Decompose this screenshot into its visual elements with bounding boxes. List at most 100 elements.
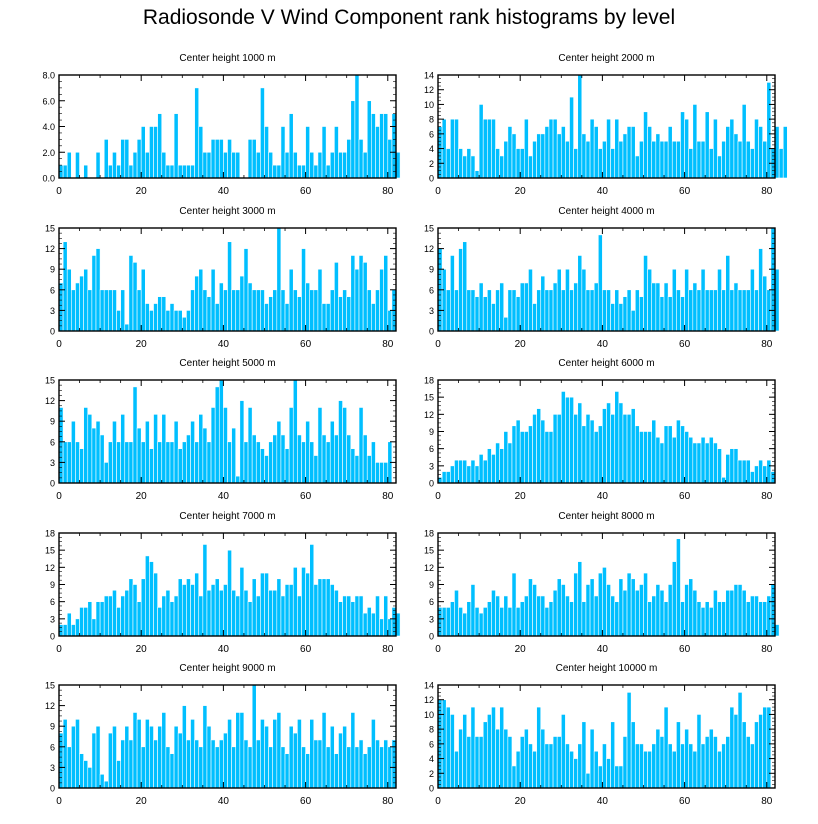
y-tick-label: 0.0 — [42, 174, 55, 184]
histogram-bar — [198, 268, 204, 332]
histogram-bar — [375, 289, 380, 332]
histogram-bar — [544, 126, 550, 179]
histogram-bar — [532, 303, 537, 332]
histogram-bar — [454, 459, 459, 484]
histogram-bar — [280, 434, 286, 484]
histogram-bar — [297, 434, 302, 484]
histogram-bar — [116, 310, 121, 332]
histogram-bar — [62, 241, 68, 332]
histogram-bar — [659, 296, 665, 332]
histogram-bar — [366, 100, 372, 179]
y-tick-label: 0 — [429, 479, 434, 489]
histogram-bar — [71, 420, 76, 484]
histogram-bar — [507, 289, 513, 332]
histogram-bar — [737, 459, 743, 484]
histogram-bar — [560, 391, 566, 484]
histogram-bar — [503, 595, 509, 637]
histogram-bar — [495, 728, 500, 789]
histogram-bar — [729, 706, 735, 789]
histogram-bar — [688, 148, 694, 179]
y-tick-label: 15 — [45, 376, 55, 386]
y-tick-label: 3 — [50, 763, 55, 773]
histogram-bar — [218, 379, 224, 484]
histogram-bar — [62, 624, 68, 637]
histogram-bar — [284, 448, 290, 484]
histogram-bar — [454, 589, 459, 637]
histogram-bar — [651, 140, 657, 179]
histogram-bar — [235, 475, 241, 484]
histogram-bar — [165, 310, 171, 332]
histogram-bar — [83, 164, 89, 179]
y-tick-label: 0 — [50, 784, 55, 794]
histogram-bar — [358, 407, 364, 484]
y-tick-label: 8 — [429, 725, 434, 735]
histogram-bar — [145, 420, 150, 484]
histogram-bar — [478, 736, 484, 789]
histogram-bar — [577, 561, 583, 637]
histogram-bar — [708, 148, 714, 179]
y-tick-label: 0 — [50, 327, 55, 337]
histogram-bar — [334, 434, 339, 484]
histogram-bar — [630, 310, 636, 332]
histogram-bar — [387, 310, 393, 332]
histogram-bar — [268, 441, 274, 484]
histogram-bar — [301, 164, 306, 179]
histogram-bar — [329, 725, 335, 789]
histogram-bar — [149, 126, 154, 179]
histogram-bar — [309, 289, 315, 332]
histogram-bar — [198, 746, 204, 789]
histogram-bar — [305, 753, 310, 789]
histogram-bar — [173, 113, 179, 179]
histogram-bar — [325, 578, 331, 637]
y-tick-label: 15 — [424, 224, 434, 234]
histogram-bar — [379, 618, 384, 637]
histogram-bar — [181, 705, 187, 789]
histogram-bar — [358, 595, 364, 637]
histogram-bar — [251, 139, 257, 179]
histogram-bar — [536, 595, 542, 637]
histogram-bar — [589, 728, 595, 789]
histogram-bar — [528, 155, 533, 179]
histogram-bar — [565, 595, 570, 637]
histogram-bar — [569, 396, 574, 484]
histogram-bar — [692, 589, 698, 637]
histogram-bar — [729, 448, 735, 484]
histogram-bar — [223, 407, 228, 484]
histogram-bar — [202, 289, 208, 332]
histogram-bar — [671, 436, 677, 484]
histogram-bar — [556, 268, 562, 332]
histogram-bar — [321, 578, 327, 637]
histogram-bar — [276, 712, 282, 789]
y-tick-label: 9 — [429, 427, 434, 437]
histogram-bar — [585, 584, 591, 637]
histogram-bar — [260, 719, 265, 789]
histogram-bar — [284, 584, 290, 637]
histogram-bar — [231, 746, 237, 789]
histogram-bar — [750, 148, 755, 179]
histogram-bar — [112, 725, 117, 789]
histogram-bar — [334, 262, 339, 332]
histogram-bar — [206, 151, 212, 179]
histogram-bar — [540, 275, 546, 332]
histogram-bar — [297, 595, 302, 637]
histogram-bar — [103, 289, 109, 332]
histogram-bar — [71, 725, 76, 789]
histogram-bar — [758, 248, 763, 332]
histogram-bar — [301, 248, 306, 332]
histogram-bar — [124, 725, 130, 789]
histogram-bar — [614, 289, 620, 332]
histogram-bar — [659, 442, 665, 484]
histogram-bar — [713, 589, 718, 637]
histogram-bar — [124, 323, 130, 332]
histogram-bar — [507, 126, 513, 179]
y-tick-label: 0 — [50, 479, 55, 489]
histogram-bar — [680, 601, 685, 637]
histogram-bar — [292, 379, 298, 484]
histogram-bar — [556, 578, 562, 637]
histogram-bar — [214, 303, 220, 332]
histogram-bar — [450, 601, 455, 637]
histogram-bar — [667, 126, 673, 179]
histogram-bar — [116, 164, 121, 179]
histogram-bar — [173, 595, 179, 637]
histogram-bar — [700, 140, 706, 179]
